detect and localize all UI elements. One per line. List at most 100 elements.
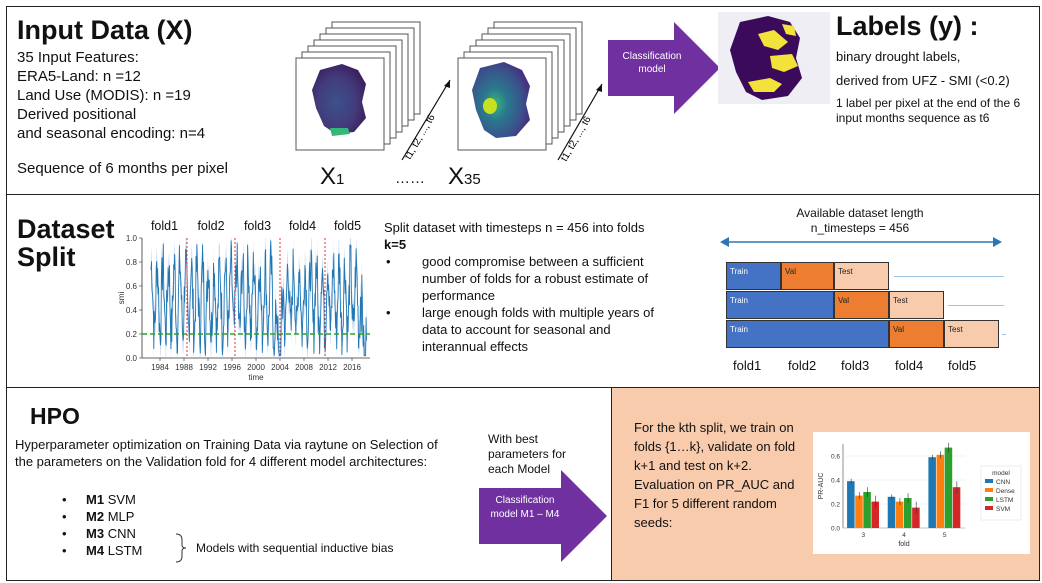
smi-x-tick-label: 1984	[151, 363, 169, 372]
split-description: Split dataset with timesteps n = 456 int…	[384, 219, 664, 355]
bar-dense-fold-3	[855, 495, 863, 528]
sequential-bracket	[175, 533, 187, 563]
x35-sub: 35	[464, 171, 481, 188]
smi-x-tick-label: 2004	[271, 363, 289, 372]
x1-main: X	[320, 163, 337, 190]
hpo-description: Hyperparameter optimization on Training …	[15, 437, 438, 469]
bar-legend-label: Dense	[996, 488, 1015, 495]
smi-x-tick-label: 2012	[319, 363, 337, 372]
label-map	[718, 12, 830, 104]
smi-x-tick-label: 2008	[295, 363, 313, 372]
bar-svm-fold-5	[952, 487, 961, 528]
time-arrow-1	[401, 79, 451, 161]
x1-sub: 1	[336, 171, 345, 188]
bar-x-tick-label: 3	[862, 532, 866, 539]
split-bullet-2: large enough folds with multiple years o…	[384, 304, 664, 355]
fold-label-5: fold5	[948, 358, 977, 373]
sequential-bias-note: Models with sequential inductive bias	[196, 541, 394, 555]
input-features-text: 35 Input Features: ERA5-Land: n =12 Land…	[17, 48, 205, 143]
row1-test-label: Test	[838, 267, 853, 276]
input-map-stacks: t1, t2, ..., t6 t1, t2, ..., t6	[295, 21, 603, 164]
bar-y-tick-label: 0.6	[831, 454, 840, 461]
bar-legend-label: LSTM	[996, 497, 1013, 504]
labels-line-2: derived from UFZ - SMI (<0.2)	[836, 73, 1010, 88]
row2-rest	[948, 305, 1004, 306]
split-bullet-1: good compromise between a sufficient num…	[384, 253, 664, 304]
evaluation-text: For the kth split, we train on folds {1……	[634, 420, 796, 530]
sequence-text: Sequence of 6 months per pixel	[17, 160, 228, 177]
smi-x-tick-label: 1992	[199, 363, 217, 372]
fold-row-3: Train Val Test	[726, 320, 1006, 348]
time-arrow-2	[557, 83, 603, 161]
bar-x-tick-label: 4	[902, 532, 906, 539]
bar-lstm-fold-5	[944, 447, 953, 528]
bar-legend-swatch	[985, 497, 993, 501]
model-item-2: M2 MLP	[60, 508, 142, 525]
smi-x-tick-label: 1988	[175, 363, 193, 372]
model-item-4: M4 LSTM	[60, 542, 142, 559]
fold-row-1: Train Val Test	[726, 262, 1006, 290]
pr-auc-bar-chart: 0.0 0.2 0.4 0.6 PR-AUC fold 3 4 5 model CNN Dense L…	[818, 442, 1022, 548]
classification-top-label: Classification model	[622, 51, 682, 75]
bar-cnn-fold-3	[847, 481, 855, 528]
row3-train: Train	[726, 320, 889, 348]
fold-row-2: Train Val Test	[726, 291, 1006, 319]
bar-cnn-fold-4	[887, 496, 896, 528]
bar-legend-label: CNN	[996, 479, 1010, 486]
row1-train-label: Train	[730, 267, 748, 276]
bar-legend-box	[980, 465, 1022, 521]
smi-uncertainty-band	[151, 238, 367, 358]
dataset-length-arrow	[720, 237, 1002, 247]
row1-train: Train	[726, 262, 781, 290]
row2-val-label: Val	[838, 296, 849, 305]
model-2-name: MLP	[107, 509, 135, 524]
row1-test: Test	[834, 262, 889, 290]
bar-legend-label: SVM	[996, 506, 1010, 513]
dataset-title-line-2: Split	[17, 242, 76, 272]
smi-x-tick-label: 2000	[247, 363, 265, 372]
split-intro: Split dataset with timesteps n = 456 int…	[384, 219, 664, 253]
x1-label: X1	[320, 163, 344, 191]
bar-legend-swatch	[985, 488, 993, 492]
x35-label: X35	[448, 163, 481, 191]
x35-main: X	[448, 163, 465, 190]
row3-val: Val	[889, 320, 944, 348]
fold-label-1: fold1	[733, 358, 762, 373]
row1-val-label: Val	[785, 267, 796, 276]
smi-fold-label: fold2	[197, 219, 224, 233]
smi-y-tick-label: 0.0	[126, 354, 138, 363]
model-item-3: M3 CNN	[60, 525, 142, 542]
bar-x-tick-label: 5	[943, 532, 947, 539]
bar-x-axis-label: fold	[898, 541, 909, 548]
bar-cnn-fold-5	[928, 457, 936, 528]
bar-legend-title: model	[992, 470, 1010, 477]
bar-lstm-fold-4	[904, 498, 912, 528]
available-line-2: n_timesteps = 456	[810, 221, 910, 235]
smi-fold-label: fold5	[334, 219, 361, 233]
bar-svm-fold-3	[871, 501, 879, 528]
model-2-id: M2	[86, 509, 105, 524]
hpo-title: HPO	[30, 403, 80, 429]
bar-legend-swatch	[985, 479, 993, 483]
bar-dense-fold-5	[936, 454, 945, 528]
dataset-split-title: Dataset Split	[17, 215, 115, 271]
row3-val-label: Val	[893, 325, 904, 334]
smi-y-tick-label: 0.4	[126, 306, 138, 315]
dataset-title-line-1: Dataset	[17, 214, 115, 244]
input-data-title: Input Data (X)	[17, 15, 193, 45]
row3-train-label: Train	[730, 325, 748, 334]
row2-val: Val	[834, 291, 889, 319]
smi-x-tick-label: 1996	[223, 363, 241, 372]
classification-arrow-top	[608, 22, 720, 114]
model-item-1: M1 SVM	[60, 491, 142, 508]
stack-x35	[457, 21, 583, 151]
model-3-id: M3	[86, 526, 105, 541]
model-3-name: CNN	[107, 526, 136, 541]
fold-label-3: fold3	[841, 358, 870, 373]
smi-fold-label: fold1	[151, 219, 178, 233]
fold-label-2: fold2	[788, 358, 817, 373]
best-parameters-text: With best parameters for each Model	[488, 432, 567, 476]
row2-test: Test	[889, 291, 944, 319]
smi-fold-label: fold4	[289, 219, 316, 233]
available-length-label: Available dataset length n_timesteps = 4…	[740, 206, 980, 236]
